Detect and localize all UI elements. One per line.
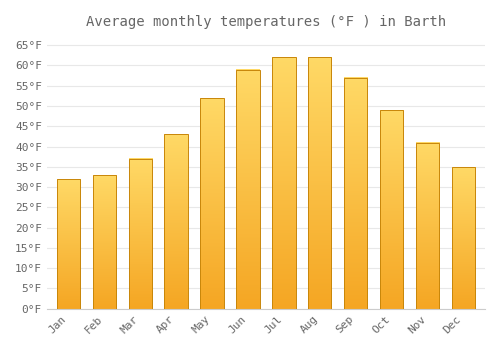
Bar [56,179,80,309]
Bar [128,159,152,309]
Bar [236,70,260,309]
Bar [272,57,295,309]
Bar [308,57,332,309]
Title: Average monthly temperatures (°F ) in Barth: Average monthly temperatures (°F ) in Ba… [86,15,446,29]
Bar [92,175,116,309]
Bar [200,98,224,309]
Bar [416,142,439,309]
Bar [164,134,188,309]
Bar [452,167,475,309]
Bar [380,110,404,309]
Bar [344,78,368,309]
